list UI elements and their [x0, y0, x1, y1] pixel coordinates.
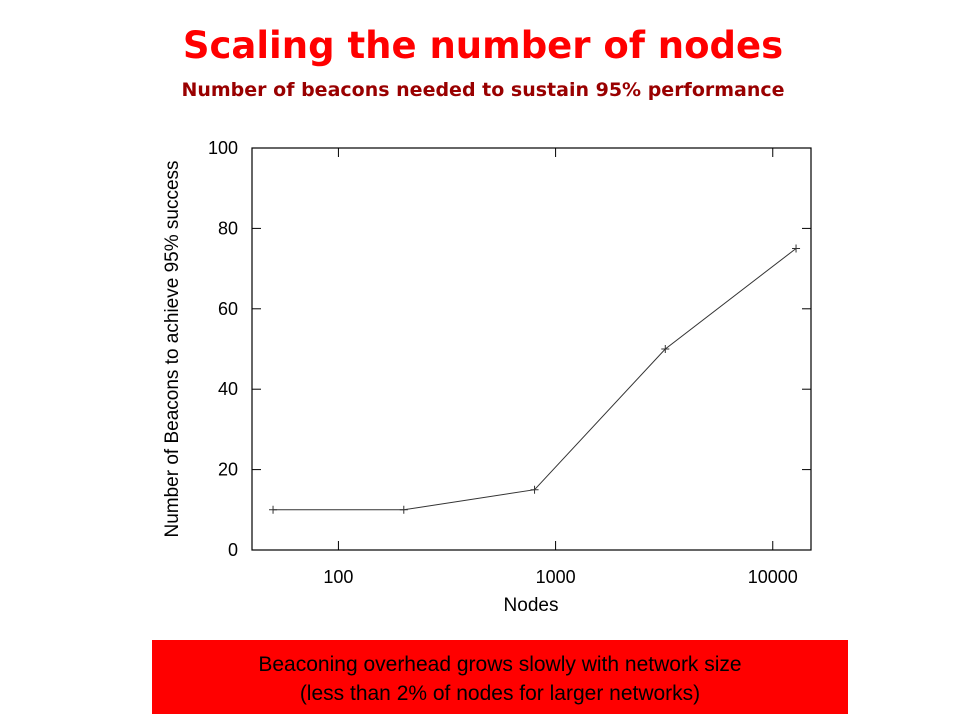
x-tick-label: 1000	[536, 567, 576, 587]
y-tick-label: 20	[218, 460, 238, 480]
y-tick-label: 80	[218, 218, 238, 238]
y-tick-label: 0	[228, 540, 238, 560]
y-tick-label: 100	[208, 138, 238, 158]
note-box	[152, 640, 848, 714]
point-marker	[530, 485, 539, 494]
y-tick-label: 60	[218, 299, 238, 319]
plot-frame	[251, 147, 812, 551]
point-marker	[399, 505, 408, 514]
note-line: (less than 2% of nodes for larger networ…	[300, 682, 700, 705]
x-tick-label: 10000	[748, 567, 798, 587]
slide-title: Scaling the number of nodes	[183, 24, 783, 67]
point-marker	[269, 505, 278, 514]
y-axis-label: Number of Beacons to achieve 95% success	[162, 160, 183, 537]
x-axis-label: Nodes	[504, 595, 559, 616]
point-marker	[661, 345, 670, 353]
point-marker	[792, 244, 801, 253]
y-tick-label: 40	[218, 379, 238, 399]
slide-subtitle: Number of beacons needed to sustain 95% …	[181, 79, 784, 101]
note-line: Beaconing overhead grows slowly with net…	[258, 653, 741, 676]
data-line	[273, 248, 797, 511]
x-tick-label: 100	[323, 567, 353, 587]
